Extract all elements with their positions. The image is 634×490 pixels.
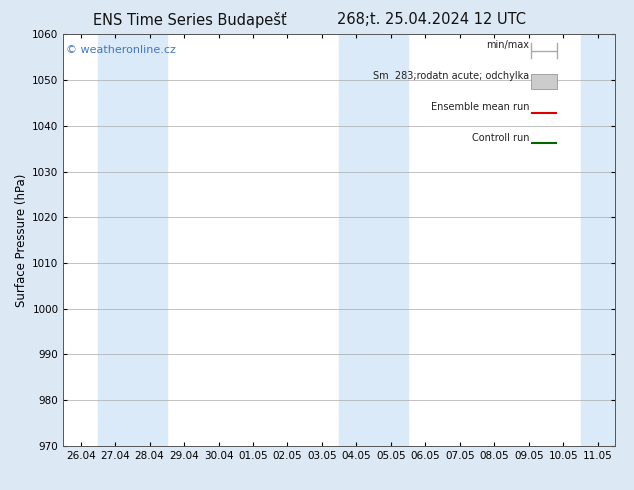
Text: © weatheronline.cz: © weatheronline.cz: [66, 45, 176, 54]
Text: 268;t. 25.04.2024 12 UTC: 268;t. 25.04.2024 12 UTC: [337, 12, 526, 27]
Text: min/max: min/max: [486, 41, 529, 50]
Text: Controll run: Controll run: [472, 133, 529, 143]
Bar: [339, 34, 408, 446]
Bar: [581, 34, 615, 446]
Text: ENS Time Series Budapešť: ENS Time Series Budapešť: [93, 12, 287, 28]
Text: Ensemble mean run: Ensemble mean run: [431, 102, 529, 112]
Bar: [531, 74, 557, 89]
Text: Sm  283;rodatn acute; odchylka: Sm 283;rodatn acute; odchylka: [373, 72, 529, 81]
Bar: [98, 34, 167, 446]
Y-axis label: Surface Pressure (hPa): Surface Pressure (hPa): [15, 173, 28, 307]
